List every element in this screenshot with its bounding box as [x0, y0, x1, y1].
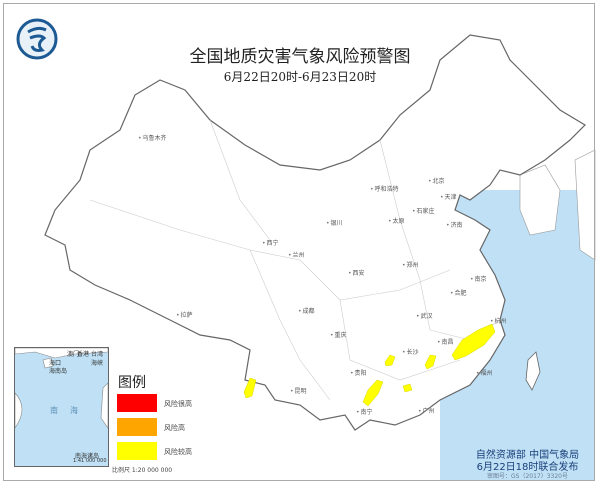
city-label: 福州	[476, 368, 493, 377]
city-label: 北京	[428, 176, 445, 185]
city-label: 成都	[298, 306, 315, 315]
inset-scale: 1:41 000 000	[73, 458, 107, 464]
city-label: 西宁	[262, 238, 279, 247]
city-label: 广州	[418, 406, 435, 415]
map-title: 全国地质灾害气象风险预警图	[189, 47, 411, 67]
inset-label: 台湾海峡	[91, 351, 104, 367]
legend-title: 图例	[118, 375, 146, 391]
city-label: 南昌	[437, 337, 454, 346]
south-china-sea-inset: 澳门 香港 台湾海峡 海口 海南岛 南 海 南海诸岛 1:41 000 000	[14, 347, 109, 467]
city-label: 乌鲁木齐	[138, 133, 167, 142]
risk-area-yunnan-west	[243, 377, 257, 399]
footer-approval: 审图号：GS（2017）3320号	[487, 473, 568, 480]
city-label: 兰州	[288, 250, 305, 259]
inset-label: 香港	[77, 351, 90, 358]
city-label: 银川	[326, 218, 343, 227]
footer-issued: 6月22日18时联合发布	[476, 462, 579, 473]
legend-swatch-very-high	[117, 394, 157, 412]
cma-logo-icon	[16, 18, 58, 60]
inset-label: 南	[50, 406, 58, 415]
risk-area-guizhou-guangxi	[362, 379, 384, 407]
city-label: 济南	[446, 220, 463, 229]
risk-area-zhejiang-jiangxi	[451, 323, 496, 361]
city-label: 石家庄	[412, 206, 435, 215]
map-frame	[3, 3, 595, 481]
legend-swatch-relatively-high	[117, 442, 157, 460]
city-label: 长沙	[402, 347, 419, 356]
city-label: 郑州	[402, 260, 419, 269]
legend-label-very-high: 风险很高	[164, 400, 192, 408]
city-label: 杭州	[490, 316, 507, 325]
risk-area-hunan-west	[384, 354, 396, 367]
map-subtitle: 6月22日20时-6月23日20时	[223, 70, 377, 84]
city-label: 拉萨	[176, 310, 193, 319]
city-label: 南京	[470, 274, 487, 283]
inset-title: 南海诸岛	[75, 453, 100, 460]
city-label: 太原	[388, 216, 405, 225]
inset-label: 海	[70, 406, 78, 415]
risk-areas	[243, 323, 496, 407]
city-label: 呼和浩特	[370, 184, 399, 193]
city-label: 昆明	[290, 386, 307, 395]
city-label: 武汉	[416, 311, 433, 320]
map-scale: 比例尺 1:20 000 000	[112, 467, 173, 474]
inset-land	[15, 348, 108, 429]
city-label: 合肥	[450, 288, 467, 297]
risk-area-jiangxi-west	[424, 354, 437, 370]
inset-label: 澳门	[67, 351, 80, 358]
footer-publisher: 自然资源部 中国气象局	[475, 450, 580, 461]
city-label: 重庆	[330, 330, 347, 339]
city-label: 西安	[348, 268, 365, 277]
taiwan	[525, 351, 541, 391]
city-label: 南宁	[356, 407, 373, 416]
korea-japan-land	[519, 149, 596, 261]
city-label: 贵阳	[350, 368, 367, 377]
city-label: 天津	[440, 192, 457, 201]
inset-label: 海口	[49, 360, 62, 367]
legend-label-high: 风险高	[164, 424, 185, 432]
risk-area-guangxi-ne	[402, 383, 413, 393]
legend-swatch-high	[117, 418, 157, 436]
inset-label: 海南岛	[49, 368, 68, 375]
legend-label-relatively-high: 风险较高	[164, 448, 192, 456]
